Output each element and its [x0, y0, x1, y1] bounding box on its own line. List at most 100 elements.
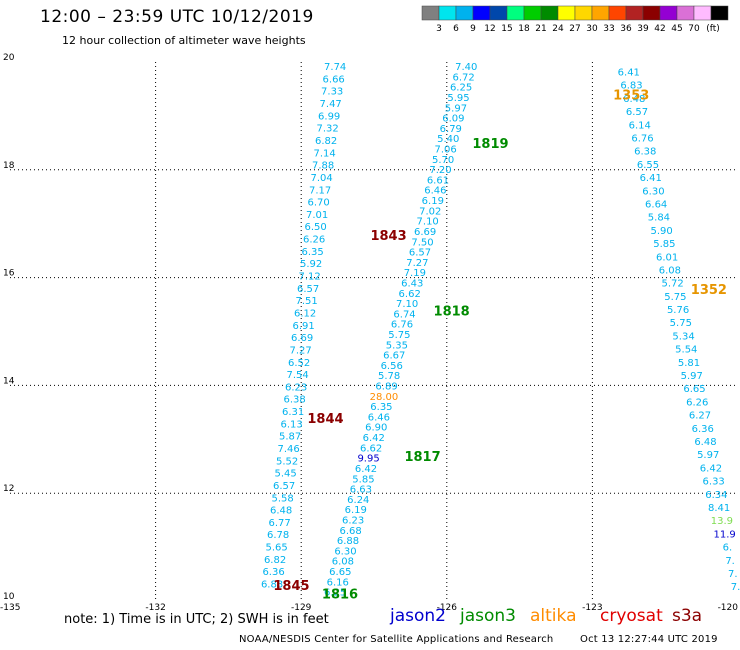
- wave-height-value: 6.16: [327, 577, 349, 588]
- wave-height-value: 6.63: [350, 485, 372, 496]
- wave-height-value: 7.01: [306, 210, 328, 221]
- wave-height-value: 5.85: [653, 239, 675, 250]
- colorbar-label: 24: [552, 24, 564, 34]
- legend-altika: altika: [530, 606, 577, 626]
- colorbar-label: 6: [453, 24, 459, 34]
- wave-height-value: 5.40: [437, 134, 459, 145]
- colorbar-label: 9: [470, 24, 476, 34]
- wave-height-value: 5.76: [667, 305, 689, 316]
- wave-height-value: 5.97: [681, 371, 703, 382]
- wave-height-value: 5.97: [697, 450, 719, 461]
- wave-height-value: 6.01: [656, 252, 678, 263]
- wave-height-value: 6.77: [268, 518, 290, 529]
- wave-height-value: 6.55: [637, 160, 659, 171]
- wave-height-value: 6.09: [442, 114, 464, 125]
- wave-height-value: 5.58: [271, 493, 293, 504]
- legend-jason2: jason2: [390, 606, 446, 626]
- wave-height-value: 6.30: [642, 186, 664, 197]
- wave-height-value: 7.40: [455, 62, 477, 73]
- wave-height-value: 7.20: [429, 165, 451, 176]
- map-subtitle: 12 hour collection of altimeter wave hei…: [62, 34, 306, 47]
- wave-height-value: 6.62: [360, 443, 382, 454]
- longitude-tick-label: -123: [582, 603, 602, 613]
- wave-height-value: 5.70: [432, 155, 454, 166]
- wave-height-value: 6.34: [705, 490, 727, 501]
- wave-height-value: 11.9: [713, 529, 735, 540]
- legend-note: note: 1) Time is in UTC; 2) SWH is in fe…: [64, 612, 329, 627]
- wave-height-value: 6.08: [659, 265, 681, 276]
- wave-height-value: 6.79: [440, 124, 462, 135]
- wave-height-value: 7.46: [277, 444, 299, 455]
- wave-height-value: 6.19: [345, 505, 367, 516]
- wave-height-value: 7.: [728, 569, 738, 580]
- wave-height-value: 6.78: [267, 530, 289, 541]
- colorbar-label: 42: [654, 24, 665, 34]
- wave-height-value: 6.35: [302, 247, 324, 258]
- pass-time-label: 1817: [404, 450, 440, 465]
- wave-height-value: 5.75: [670, 318, 692, 329]
- wave-height-colorbar: 3 6 9 12 15 18 21 24 27 30 33 36 39 42 45 70 (ft): [421, 5, 729, 34]
- wave-height-value: 6.30: [334, 546, 356, 557]
- wave-height-value: 6.12: [294, 308, 316, 319]
- wave-height-value: 28.00: [370, 392, 399, 403]
- wave-height-value: 7.50: [411, 237, 433, 248]
- legend-jason3: jason3: [460, 606, 516, 626]
- wave-height-value: 6.70: [308, 198, 330, 209]
- longitude-tick-label: -135: [0, 603, 20, 613]
- latitude-tick-label: 12: [3, 484, 14, 494]
- wave-height-value: 6.08: [332, 557, 354, 568]
- wave-height-value: 5.72: [661, 279, 683, 290]
- wave-height-value: 6.26: [686, 397, 708, 408]
- wave-height-value: 6.41: [618, 67, 640, 78]
- wave-height-value: 6.76: [631, 133, 653, 144]
- wave-height-value: 5.54: [675, 345, 697, 356]
- wave-height-value: 6.36: [692, 424, 714, 435]
- wave-height-value: 6.57: [297, 284, 319, 295]
- colorbar-label: 33: [603, 24, 614, 34]
- wave-height-value: 6.90: [365, 423, 387, 434]
- wave-height-value: 6.64: [645, 199, 667, 210]
- wave-height-value: 6.14: [629, 120, 651, 131]
- wave-height-value: 6.46: [368, 412, 390, 423]
- wave-height-value: 6.48: [694, 437, 716, 448]
- wave-height-value: 7.: [731, 582, 740, 593]
- wave-height-value: 5.34: [672, 331, 694, 342]
- latitude-tick-label: 18: [3, 161, 15, 171]
- wave-height-value: 6.42: [355, 464, 377, 475]
- wave-height-value: 7.17: [309, 185, 331, 196]
- wave-height-value: 7.06: [435, 145, 457, 156]
- wave-height-value: 6.72: [453, 72, 475, 83]
- wave-height-value: 5.92: [300, 259, 322, 270]
- wave-height-value: 6.42: [700, 463, 722, 474]
- latitude-tick-label: 10: [3, 592, 15, 602]
- wave-height-value: 6.13: [280, 419, 302, 430]
- wave-height-value: 6.83: [620, 81, 642, 92]
- wave-height-value: 6.67: [383, 351, 405, 362]
- wave-height-value: 6.24: [347, 495, 369, 506]
- wave-height-value: 6.65: [683, 384, 705, 395]
- credit-text: NOAA/NESDIS Center for Satellite Applica…: [239, 634, 554, 645]
- wave-height-value: 6.88: [337, 536, 359, 547]
- wave-height-value: 6.38: [634, 147, 656, 158]
- wave-height-value: 6.57: [273, 481, 295, 492]
- wave-height-value: 6.76: [391, 320, 413, 331]
- colorbar-label: 39: [637, 24, 649, 34]
- wave-height-value: 7.19: [404, 268, 426, 279]
- latitude-tick-label: 20: [3, 53, 15, 63]
- wave-height-value: 6.48: [270, 506, 292, 517]
- pass-time-label: 1353: [613, 89, 649, 104]
- wave-height-value: 6.27: [689, 411, 711, 422]
- wave-height-value: 5.45: [274, 469, 296, 480]
- wave-height-value: 6.23: [342, 515, 364, 526]
- wave-height-value: 6.65: [329, 567, 351, 578]
- wave-height-value: 7.27: [289, 345, 311, 356]
- wave-height-value: 7.27: [406, 258, 428, 269]
- wave-height-value: 6.74: [393, 309, 415, 320]
- wave-height-value: 13.9: [711, 516, 733, 527]
- latitude-tick-label: 16: [3, 269, 15, 279]
- wave-height-value: 6.26: [303, 235, 325, 246]
- wave-height-value: 6.89: [375, 382, 397, 393]
- wave-height-value: 6.38: [283, 395, 305, 406]
- wave-height-value: 6.57: [409, 248, 431, 259]
- wave-height-value: 6.31: [282, 407, 304, 418]
